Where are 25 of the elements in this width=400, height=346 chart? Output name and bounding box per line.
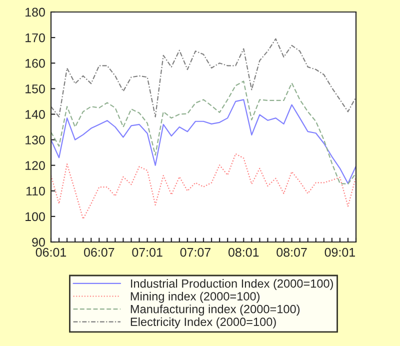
- y-tick-label: 170: [26, 33, 45, 42]
- line-series: [51, 80, 356, 185]
- legend-label: Industrial Production Index (2000=100): [131, 279, 333, 290]
- x-tick-label: 07:01: [132, 248, 162, 257]
- x-tick-label: 06:01: [36, 248, 66, 257]
- y-tick-label: 120: [26, 161, 45, 170]
- y-tick-label: 140: [26, 110, 45, 119]
- y-tick-label: 90: [32, 238, 45, 247]
- x-tick-label: 08:01: [228, 248, 259, 257]
- y-tick-label: 160: [26, 58, 45, 68]
- line-series: [51, 38, 356, 118]
- y-tick-label: 180: [26, 8, 45, 17]
- legend-label: Mining index (2000=100): [130, 292, 260, 303]
- x-tick-label: 06:07: [84, 248, 114, 257]
- line-series: [51, 153, 356, 220]
- y-tick-label: 100: [26, 212, 45, 222]
- y-tick-label: 110: [26, 186, 45, 196]
- x-tick-label: 08:07: [276, 248, 307, 257]
- y-tick-label: 150: [26, 84, 45, 94]
- x-tick-label: 07:07: [180, 248, 210, 257]
- legend-label: Electricity Index (2000=100): [130, 317, 276, 328]
- y-tick-label: 130: [26, 136, 45, 144]
- legend-label: Manufacturing index (2000=100): [130, 304, 300, 316]
- line-series: [51, 99, 356, 184]
- x-tick-label: 09:01: [324, 248, 355, 257]
